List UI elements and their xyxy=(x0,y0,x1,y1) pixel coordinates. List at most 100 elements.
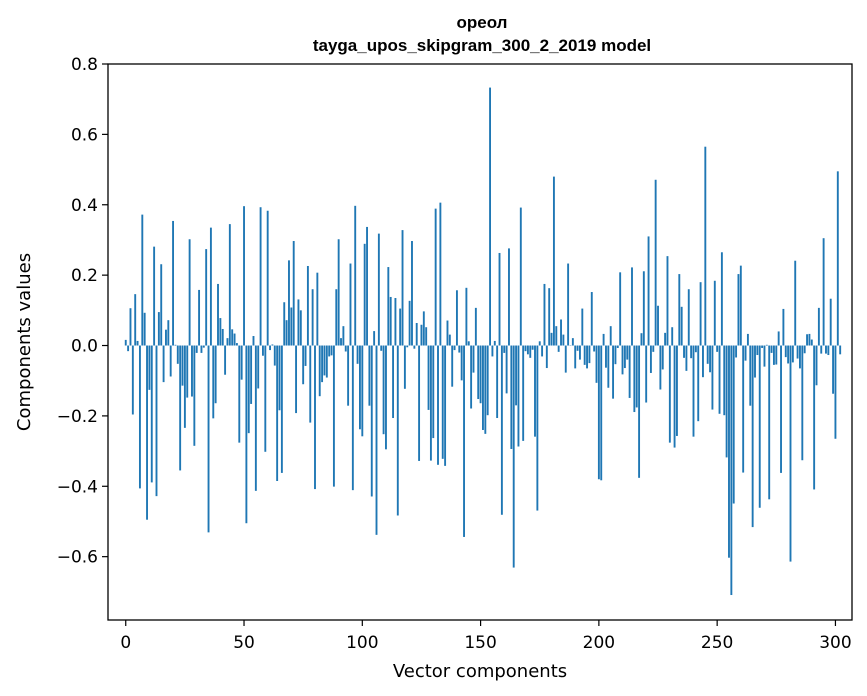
bar-154 xyxy=(489,87,491,346)
y-tick-label-5: 0.4 xyxy=(71,196,98,216)
bar-240 xyxy=(692,345,695,437)
bar-59 xyxy=(264,345,267,452)
bar-203 xyxy=(605,345,607,368)
x-tick-label-50: 50 xyxy=(233,633,255,653)
y-tick-label-3: 0.0 xyxy=(71,337,98,357)
bar-273 xyxy=(770,345,773,353)
bar-246 xyxy=(706,345,709,364)
bar-212 xyxy=(626,345,629,360)
bar-267 xyxy=(756,345,759,356)
bar-207 xyxy=(614,345,617,365)
bar-66 xyxy=(280,345,283,473)
bar-166 xyxy=(517,345,520,447)
bar-233 xyxy=(675,345,678,436)
bar-160 xyxy=(503,345,506,353)
bar-289 xyxy=(808,333,811,346)
bar-237 xyxy=(685,345,688,371)
bar-34 xyxy=(205,249,208,346)
bar-13 xyxy=(155,345,158,497)
bar-76 xyxy=(304,345,307,366)
bar-19 xyxy=(169,345,172,377)
chart-title: ореол xyxy=(457,13,508,32)
bar-145 xyxy=(467,341,470,346)
bar-127 xyxy=(425,327,428,346)
bar-196 xyxy=(588,345,591,364)
bar-48 xyxy=(238,345,241,443)
bar-260 xyxy=(739,265,742,346)
bar-229 xyxy=(666,256,669,346)
bar-62 xyxy=(271,344,274,346)
bar-88 xyxy=(332,345,335,487)
bar-262 xyxy=(744,345,747,361)
bar-54 xyxy=(252,336,255,346)
bar-4 xyxy=(134,294,137,346)
bar-132 xyxy=(437,345,439,465)
bar-79 xyxy=(311,289,314,346)
x-tick-label-100: 100 xyxy=(346,633,378,653)
bar-186 xyxy=(564,345,567,373)
bar-92 xyxy=(342,326,345,346)
bar-255 xyxy=(728,345,730,558)
bar-296 xyxy=(825,345,827,354)
bar-71 xyxy=(292,241,295,346)
bar-39 xyxy=(217,283,219,346)
bar-165 xyxy=(515,345,518,406)
bar-136 xyxy=(446,320,449,346)
bar-224 xyxy=(654,179,657,346)
bar-190 xyxy=(574,345,577,369)
bar-1 xyxy=(127,345,130,352)
bar-69 xyxy=(288,260,290,346)
x-tick-label-200: 200 xyxy=(583,633,615,653)
bar-183 xyxy=(557,345,560,352)
bar-30 xyxy=(195,345,198,353)
bar-180 xyxy=(550,332,553,346)
bar-216 xyxy=(635,345,638,408)
bar-256 xyxy=(730,345,733,596)
bar-219 xyxy=(642,271,645,346)
bar-128 xyxy=(427,345,430,410)
bar-36 xyxy=(209,227,212,346)
bar-226 xyxy=(659,345,662,390)
bar-191 xyxy=(576,345,579,351)
bar-21 xyxy=(174,344,177,346)
bar-254 xyxy=(725,345,728,458)
bar-141 xyxy=(458,345,461,353)
bar-10 xyxy=(148,345,151,390)
bar-194 xyxy=(583,345,586,365)
y-tick-label-7: 0.8 xyxy=(71,55,98,75)
bar-278 xyxy=(782,308,785,346)
bar-138 xyxy=(451,345,454,387)
bar-0 xyxy=(124,339,127,346)
bar-99 xyxy=(359,345,361,430)
bar-174 xyxy=(536,345,539,511)
bar-211 xyxy=(623,345,626,369)
bar-108 xyxy=(380,345,383,351)
bar-134 xyxy=(441,345,444,459)
bar-130 xyxy=(432,345,435,439)
bar-111 xyxy=(387,267,390,346)
bar-75 xyxy=(302,345,305,385)
bar-116 xyxy=(399,308,402,346)
bar-230 xyxy=(668,345,671,443)
bar-231 xyxy=(671,327,674,346)
bar-227 xyxy=(661,345,664,370)
bar-72 xyxy=(295,345,298,414)
bar-172 xyxy=(531,345,534,350)
bar-90 xyxy=(337,239,340,346)
bar-209 xyxy=(619,272,622,346)
bar-5 xyxy=(136,340,139,346)
bar-11 xyxy=(150,345,153,483)
bar-222 xyxy=(649,345,652,373)
bar-96 xyxy=(351,345,354,491)
bar-161 xyxy=(505,345,508,394)
bar-9 xyxy=(146,345,148,520)
bar-115 xyxy=(396,345,399,516)
bar-44 xyxy=(228,224,231,346)
chart-subtitle: tayga_upos_skipgram_300_2_2019 model xyxy=(313,36,651,55)
bar-247 xyxy=(709,345,711,373)
bar-122 xyxy=(413,345,416,349)
bar-199 xyxy=(595,345,598,383)
x-axis-label: Vector components xyxy=(393,661,567,682)
bar-235 xyxy=(680,306,683,346)
